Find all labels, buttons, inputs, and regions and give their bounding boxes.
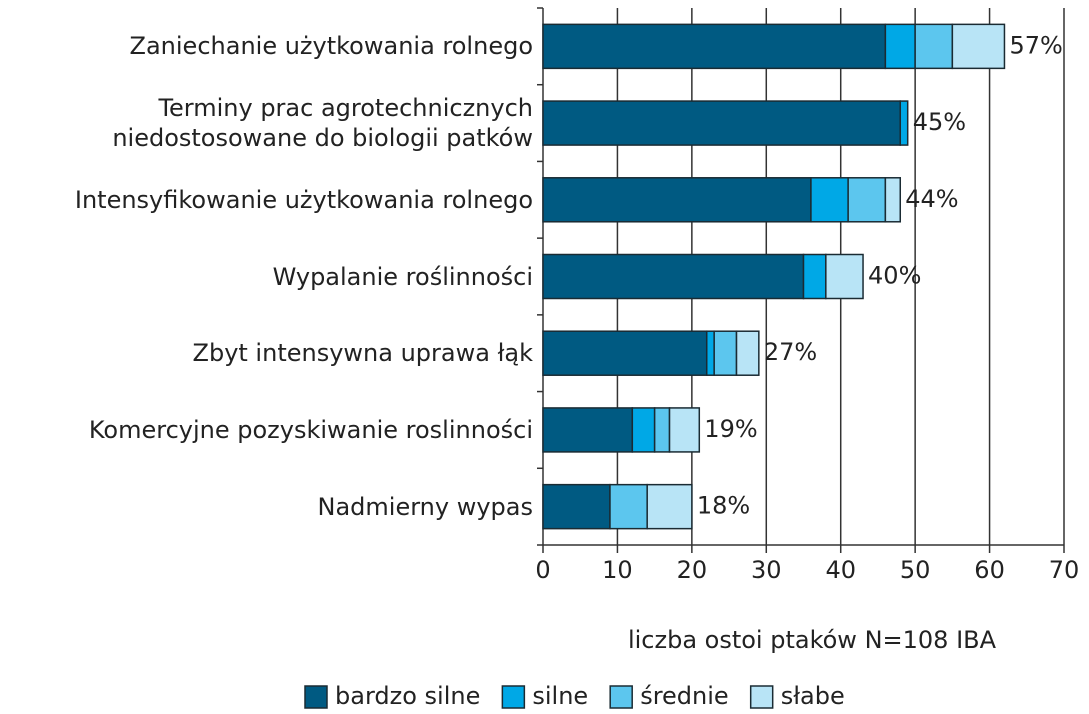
category-label: Zbyt intensywna uprawa łąk: [192, 339, 533, 368]
x-tick-label: 30: [751, 556, 782, 584]
x-tick-label: 70: [1049, 556, 1080, 584]
legend-label: słabe: [781, 682, 845, 710]
bar-annotation: 40%: [868, 262, 921, 290]
bar-segment: [631, 407, 656, 453]
category-label: Komercyjne pozyskiwanie roslinności: [88, 415, 533, 444]
category-label: Wypalanie roślinności: [272, 262, 533, 291]
bar-segment: [884, 177, 902, 223]
bar-segment: [542, 100, 902, 146]
bar-segment: [914, 23, 954, 70]
bar-annotation: 44%: [905, 185, 958, 213]
bar-segment: [825, 253, 864, 300]
category-label: Zaniechanie użytkowania rolnego: [129, 32, 533, 61]
x-tick-label: 40: [825, 556, 856, 584]
bar-segment: [609, 483, 648, 530]
x-axis-label: liczba ostoi ptaków N=108 IBA: [628, 626, 997, 654]
bar-segment: [713, 330, 738, 376]
bar-segment: [735, 330, 760, 376]
bar-annotation: 57%: [1009, 31, 1062, 59]
category-label: Terminy prac agrotechnicznych niedostoso…: [112, 94, 533, 153]
legend-swatch: [749, 685, 774, 709]
x-tick-label: 10: [602, 556, 633, 584]
bar-segment: [884, 23, 916, 70]
bar-annotation: 45%: [913, 108, 966, 136]
legend-label: silne: [532, 682, 588, 710]
x-tick-label: 20: [677, 556, 708, 584]
bar-annotation: 27%: [764, 338, 817, 366]
bar-segment: [810, 177, 849, 223]
bar-segment: [542, 330, 708, 376]
bar-segment: [802, 253, 827, 300]
legend-label: średnie: [640, 682, 729, 710]
bar-annotation: 19%: [704, 415, 757, 443]
bar-segment: [542, 23, 887, 70]
bar-annotation: 18%: [697, 492, 750, 520]
bar-segment: [542, 407, 634, 453]
legend-swatch: [304, 685, 328, 709]
bar-segment: [646, 483, 693, 530]
bar-segment: [847, 177, 887, 223]
category-label: Nadmierny wypas: [317, 492, 533, 521]
category-label: Intensyfikowanie użytkowania rolnego: [74, 185, 533, 214]
legend-label: bardzo silne: [335, 682, 480, 710]
x-tick-label: 60: [974, 556, 1005, 584]
bar-segment: [653, 407, 671, 453]
bar-segment: [899, 100, 909, 146]
x-tick-label: 0: [535, 556, 550, 584]
bar-segment: [705, 330, 715, 376]
x-tick-label: 50: [900, 556, 931, 584]
bar-segment: [542, 177, 812, 223]
legend-swatch: [609, 685, 633, 709]
bar-segment: [668, 407, 701, 453]
bar-segment: [951, 23, 1006, 70]
bar-segment: [542, 483, 611, 530]
legend-swatch: [501, 685, 526, 709]
bar-segment: [542, 253, 805, 300]
